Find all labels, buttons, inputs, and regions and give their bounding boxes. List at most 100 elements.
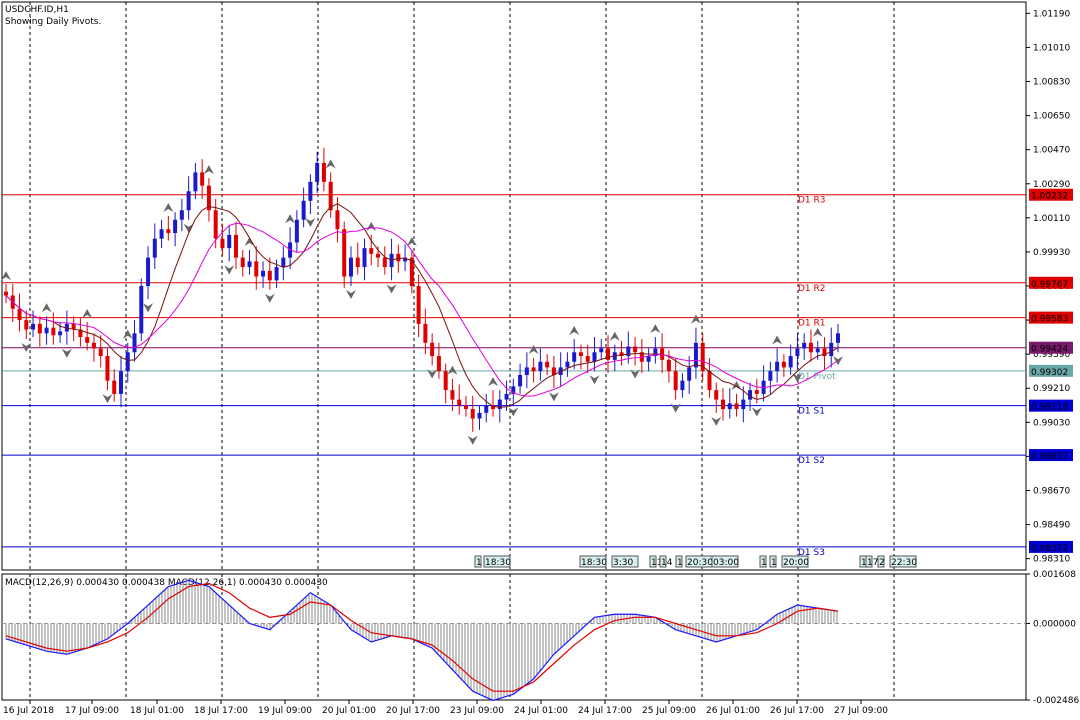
current-price-label: 0.99424 <box>1031 345 1068 355</box>
candle-body <box>146 257 151 286</box>
y-tick-label: 0.98490 <box>1033 521 1070 531</box>
candle-body <box>261 270 266 277</box>
fractal-down-arrow <box>467 435 478 445</box>
candle-body <box>626 346 631 357</box>
candle-body <box>98 348 103 357</box>
session-marker-label: 22:30 <box>891 558 917 568</box>
y-tick-label: 1.00110 <box>1033 214 1070 224</box>
candle-body <box>44 327 49 334</box>
pivot-price-tag <box>1029 188 1073 201</box>
fractal-up-arrow <box>244 237 255 247</box>
session-marker-label: 14 <box>661 558 673 568</box>
session-marker-label: 1 <box>771 558 777 568</box>
x-tick-label: 26 Jul 01:00 <box>706 706 760 716</box>
candle-body <box>173 219 178 233</box>
candle-body <box>802 342 807 349</box>
pivot-label: D1 S3 <box>798 548 825 558</box>
candle-body <box>687 367 692 381</box>
candle-body <box>369 248 374 254</box>
session-marker-box <box>781 555 809 568</box>
fractal-down-arrow <box>670 403 681 413</box>
candle-body <box>51 327 56 336</box>
fractal-up-arrow <box>650 324 661 334</box>
candle-body <box>430 342 435 357</box>
candle-body <box>328 181 333 211</box>
fractal-up-arrow <box>772 335 783 345</box>
candle-body <box>653 348 658 357</box>
pivot-label: D1 R1 <box>798 319 826 329</box>
candle-body <box>24 320 29 330</box>
session-marker-label: 3:30 <box>613 558 633 568</box>
fractal-down-arrow <box>751 407 762 417</box>
candle-body <box>348 257 353 277</box>
candle-body <box>254 261 259 277</box>
candle-body <box>497 399 502 410</box>
candle-body <box>646 356 651 362</box>
candle-body <box>294 219 299 243</box>
fractal-down-arrow <box>305 218 316 228</box>
session-marker-label: 11 <box>651 558 662 568</box>
candle-body <box>227 234 232 249</box>
fractal-up-arrow <box>690 314 701 324</box>
macd-y-tick-label: 0.001608 <box>1033 570 1076 580</box>
session-marker-box <box>579 555 607 568</box>
fractal-up-arrow <box>122 329 133 339</box>
pivot-price-tag <box>1029 399 1073 412</box>
pivot-price-label: 0.99767 <box>1031 280 1068 290</box>
fractal-up-arrow <box>488 377 499 387</box>
session-marker-label: 18:30 <box>581 558 607 568</box>
fractal-down-arrow <box>264 293 275 303</box>
candle-body <box>159 229 164 239</box>
candle-body <box>748 390 753 400</box>
pivot-price-label: 0.99302 <box>1031 368 1068 378</box>
session-marker-label: 20:00 <box>783 558 809 568</box>
candle-body <box>132 333 137 353</box>
fractal-down-arrow <box>143 303 154 313</box>
candle-body <box>619 352 624 357</box>
pivot-price-tag <box>1029 540 1073 553</box>
candle-body <box>450 390 455 400</box>
candle-body <box>213 210 218 239</box>
candle-body <box>524 367 529 375</box>
candle-body <box>112 380 117 394</box>
candle-body <box>17 308 22 321</box>
candle-body <box>727 403 732 410</box>
y-tick-label: 0.99210 <box>1033 384 1070 394</box>
candle-body <box>504 393 509 400</box>
candle-body <box>166 229 171 233</box>
candle-body <box>233 234 238 258</box>
pivot-label: D1 S2 <box>798 456 825 466</box>
y-tick-label: 1.00830 <box>1033 78 1070 88</box>
candle-body <box>247 261 252 268</box>
candle-body <box>85 337 90 343</box>
fractal-down-arrow <box>589 375 600 385</box>
session-marker-label: 1 <box>861 558 867 568</box>
candle-body <box>4 291 8 296</box>
fractal-up-arrow <box>447 365 458 375</box>
fractal-down-arrow <box>102 394 113 404</box>
candle-body <box>125 352 130 372</box>
pivot-label: D1 Pivot <box>798 372 836 382</box>
candle-body <box>484 405 489 413</box>
fractal-down-arrow <box>386 284 397 294</box>
candle-body <box>58 331 63 336</box>
candle-body <box>680 380 685 391</box>
fractal-down-arrow <box>224 265 235 275</box>
candle-body <box>545 361 550 368</box>
pivot-price-tag <box>1029 364 1073 377</box>
fractal-up-arrow <box>1 271 11 281</box>
candle-body <box>551 367 556 375</box>
x-tick-label: 18 Jul 01:00 <box>130 706 184 716</box>
x-tick-label: 18 Jul 17:00 <box>194 706 248 716</box>
session-marker-label: 17 <box>867 558 878 568</box>
pivot-price-tag <box>1029 449 1073 462</box>
x-tick-label: 26 Jul 17:00 <box>770 706 824 716</box>
fractal-down-arrow <box>21 343 32 353</box>
candle-body <box>416 286 421 324</box>
fractal-down-arrow <box>345 290 356 299</box>
candle-body <box>808 342 813 353</box>
candle-body <box>666 359 671 372</box>
candle-body <box>754 390 759 394</box>
candle-body <box>321 162 326 182</box>
